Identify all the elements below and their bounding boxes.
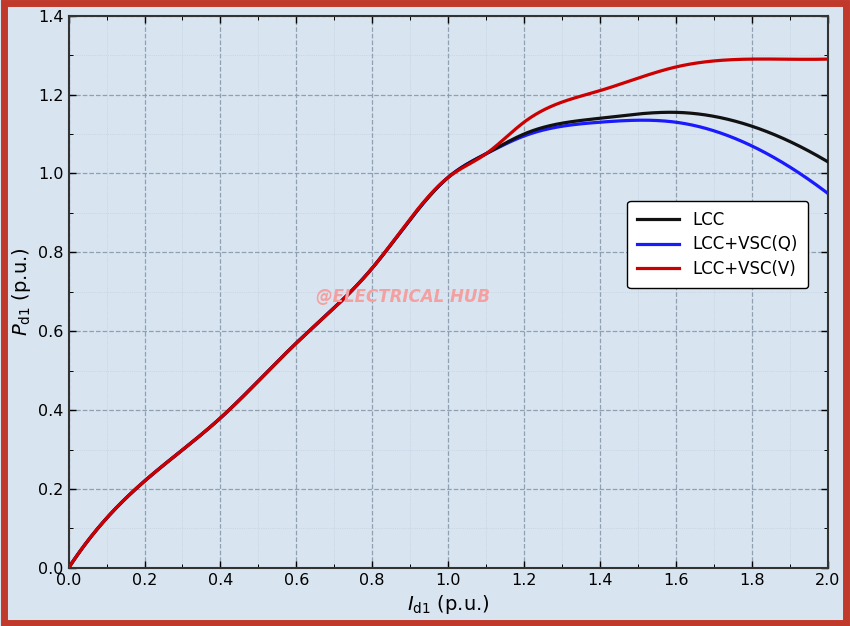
LCC+VSC(V) [801, 56, 811, 63]
Line: LCC+VSC(V): LCC+VSC(V) [69, 59, 828, 568]
LCC [801, 146, 811, 153]
LCC+VSC(Q) [433, 183, 443, 191]
LCC [412, 207, 422, 214]
LCC [661, 108, 672, 116]
LCC+VSC(V) [758, 55, 768, 63]
LCC [666, 108, 676, 116]
LCC+VSC(V) [801, 56, 811, 63]
LCC+VSC(Q) [102, 513, 112, 521]
Text: @ELECTRICAL HUB: @ELECTRICAL HUB [315, 289, 490, 306]
LCC+VSC(V) [102, 513, 112, 521]
Y-axis label: $\mathit{P}_{\mathrm{d1}}$ (p.u.): $\mathit{P}_{\mathrm{d1}}$ (p.u.) [9, 247, 32, 336]
LCC+VSC(V) [412, 206, 422, 213]
LCC+VSC(Q) [638, 116, 648, 124]
LCC+VSC(V) [823, 55, 833, 63]
LCC+VSC(Q) [823, 190, 833, 197]
Legend: LCC, LCC+VSC(Q), LCC+VSC(V): LCC, LCC+VSC(Q), LCC+VSC(V) [627, 201, 807, 288]
LCC [102, 513, 112, 521]
Line: LCC+VSC(Q): LCC+VSC(Q) [69, 120, 828, 568]
LCC+VSC(Q) [801, 174, 811, 182]
LCC+VSC(V) [64, 564, 74, 572]
LCC [823, 158, 833, 165]
LCC [801, 146, 811, 153]
LCC [433, 183, 443, 191]
LCC+VSC(V) [433, 183, 443, 190]
LCC+VSC(V) [661, 66, 672, 73]
Line: LCC: LCC [69, 112, 828, 568]
LCC+VSC(Q) [661, 118, 672, 125]
LCC+VSC(Q) [801, 173, 811, 181]
LCC [64, 564, 74, 572]
LCC+VSC(Q) [412, 207, 422, 214]
X-axis label: $\mathit{I}_{\mathrm{d1}}$ (p.u.): $\mathit{I}_{\mathrm{d1}}$ (p.u.) [407, 593, 490, 616]
LCC+VSC(Q) [64, 564, 74, 572]
